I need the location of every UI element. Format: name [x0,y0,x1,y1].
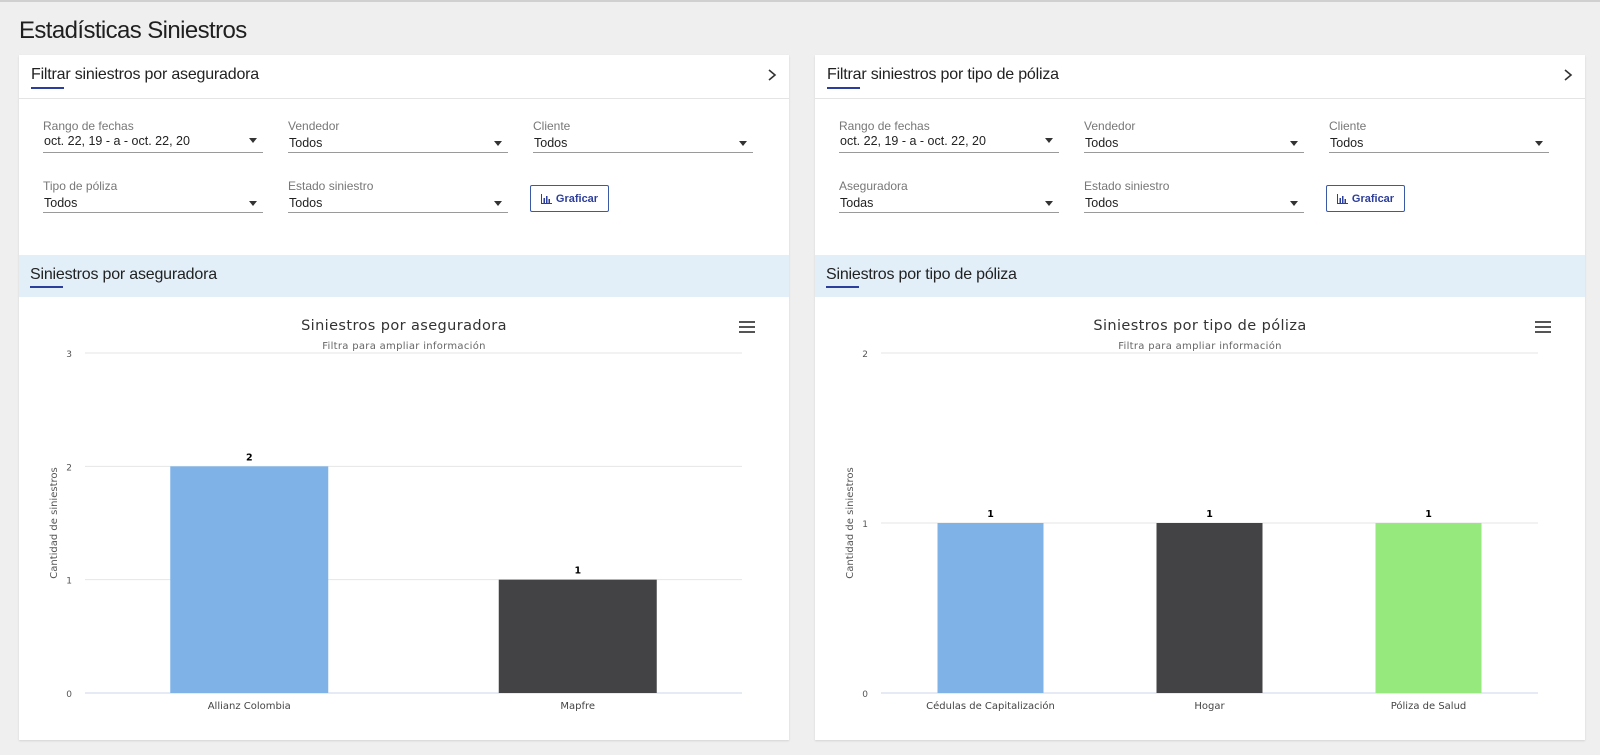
graficar-button[interactable]: Graficar [1326,185,1405,212]
y-axis-label: Cantidad de siniestros [845,467,856,578]
estado-siniestro-select[interactable]: Estado siniestro Todos [288,179,508,213]
bar-chart-aseguradora: 0 1 2 3 Cantidad de siniestros 2 Allianz Colom… [49,350,742,712]
panel-header[interactable]: Filtrar siniestros por aseguradora [19,55,789,99]
field-label: Tipo de póliza [43,179,118,193]
field-label: Cliente [533,119,571,133]
y-tick-label: 3 [66,350,72,360]
graficar-button[interactable]: Graficar [530,185,609,212]
panel-tipo-poliza: Filtrar siniestros por tipo de póliza Ra… [815,55,1585,740]
field-label: Cliente [1329,119,1367,133]
section-underline [30,286,63,288]
x-tick-label: Póliza de Salud [1391,700,1467,712]
section-title: Siniestros por tipo de póliza [826,266,1017,283]
y-tick-label: 1 [66,577,72,587]
field-value: Todos [44,196,78,210]
bar-chart-icon [1336,193,1348,204]
dropdown-arrow-icon [494,141,502,146]
dropdown-arrow-icon [1535,141,1543,146]
panel-header[interactable]: Filtrar siniestros por tipo de póliza [815,55,1585,99]
field-value: oct. 22, 19 - a - oct. 22, 20 [840,134,986,148]
dropdown-arrow-icon [1045,201,1053,206]
field-label: Vendedor [288,119,340,133]
vendedor-select[interactable]: Vendedor Todos [1084,119,1304,153]
date-range-select[interactable]: Rango de fechas oct. 22, 19 - a - oct. 2… [43,119,263,153]
chart-title: Siniestros por aseguradora [301,318,507,334]
field-value: Todos [1330,136,1364,150]
cliente-select[interactable]: Cliente Todos [1329,119,1549,153]
y-tick-label: 0 [66,690,72,700]
dropdown-arrow-icon [249,138,257,143]
vendedor-select[interactable]: Vendedor Todos [288,119,508,153]
bar-chart-icon [540,193,552,204]
button-label: Graficar [555,192,599,205]
dropdown-arrow-icon [1290,141,1298,146]
y-tick-label: 2 [66,463,72,473]
x-tick-label: Hogar [1194,701,1225,712]
menu-icon[interactable] [1535,321,1551,335]
section-bar: Siniestros por tipo de póliza [815,255,1585,297]
date-range-select[interactable]: Rango de fechas oct. 22, 19 - a - oct. 2… [839,119,1059,153]
dropdown-arrow-icon [494,201,502,206]
page-title: Estadísticas Siniestros [19,17,247,44]
panel-title: Filtrar siniestros por tipo de póliza [827,66,1059,83]
section-underline [826,286,859,288]
dropdown-arrow-icon [1045,138,1053,143]
bar [1375,523,1482,693]
field-value: oct. 22, 19 - a - oct. 22, 20 [44,134,190,148]
title-underline [827,87,860,89]
chart-title: Siniestros por tipo de póliza [1093,318,1307,334]
field-label: Rango de fechas [839,119,930,133]
panel-title: Filtrar siniestros por aseguradora [31,66,259,83]
y-axis-label: Cantidad de siniestros [49,467,60,578]
y-tick-label: 2 [862,350,868,360]
chart-subtitle: Filtra para ampliar información [1118,341,1282,352]
field-value: Todas [840,196,874,210]
bar-chart-tipo-poliza: 0 1 2 Cantidad de siniestros 1 Cédulas de Cap… [845,350,1538,712]
field-label: Vendedor [1084,119,1136,133]
chevron-right-icon[interactable] [1561,67,1575,83]
data-label: 1 [1206,509,1213,520]
section-bar: Siniestros por aseguradora [19,255,789,297]
bar [498,579,657,693]
field-value: Todos [289,196,323,210]
bar [170,466,329,693]
button-label: Graficar [1351,192,1395,205]
dropdown-arrow-icon [739,141,747,146]
data-label: 1 [1425,509,1432,520]
aseguradora-select[interactable]: Aseguradora Todas [839,179,1059,213]
data-label: 1 [574,566,581,577]
x-tick-label: Allianz Colombia [208,701,291,712]
y-tick-label: 0 [862,690,868,700]
section-title: Siniestros por aseguradora [30,266,217,283]
field-label: Estado siniestro [288,179,374,193]
data-label: 2 [246,452,253,463]
field-value: Todos [1085,136,1119,150]
chevron-right-icon[interactable] [765,67,779,83]
x-tick-label: Cédulas de Capitalización [926,700,1055,712]
bar [937,523,1044,693]
field-label: Rango de fechas [43,119,134,133]
title-underline [31,87,64,89]
field-value: Todos [289,136,323,150]
field-value: Todos [1085,196,1119,210]
x-tick-label: Mapfre [560,701,595,712]
field-value: Todos [534,136,568,150]
panel-aseguradora: Filtrar siniestros por aseguradora Rango… [19,55,789,740]
dropdown-arrow-icon [249,201,257,206]
bar [1156,523,1263,693]
cliente-select[interactable]: Cliente Todos [533,119,753,153]
tipo-poliza-select[interactable]: Tipo de póliza Todos [43,179,263,213]
estado-siniestro-select[interactable]: Estado siniestro Todos [1084,179,1304,213]
data-label: 1 [987,509,994,520]
menu-icon[interactable] [739,321,755,335]
dropdown-arrow-icon [1290,201,1298,206]
chart-subtitle: Filtra para ampliar información [322,341,486,352]
field-label: Estado siniestro [1084,179,1170,193]
y-tick-label: 1 [862,520,868,530]
field-label: Aseguradora [839,179,908,193]
